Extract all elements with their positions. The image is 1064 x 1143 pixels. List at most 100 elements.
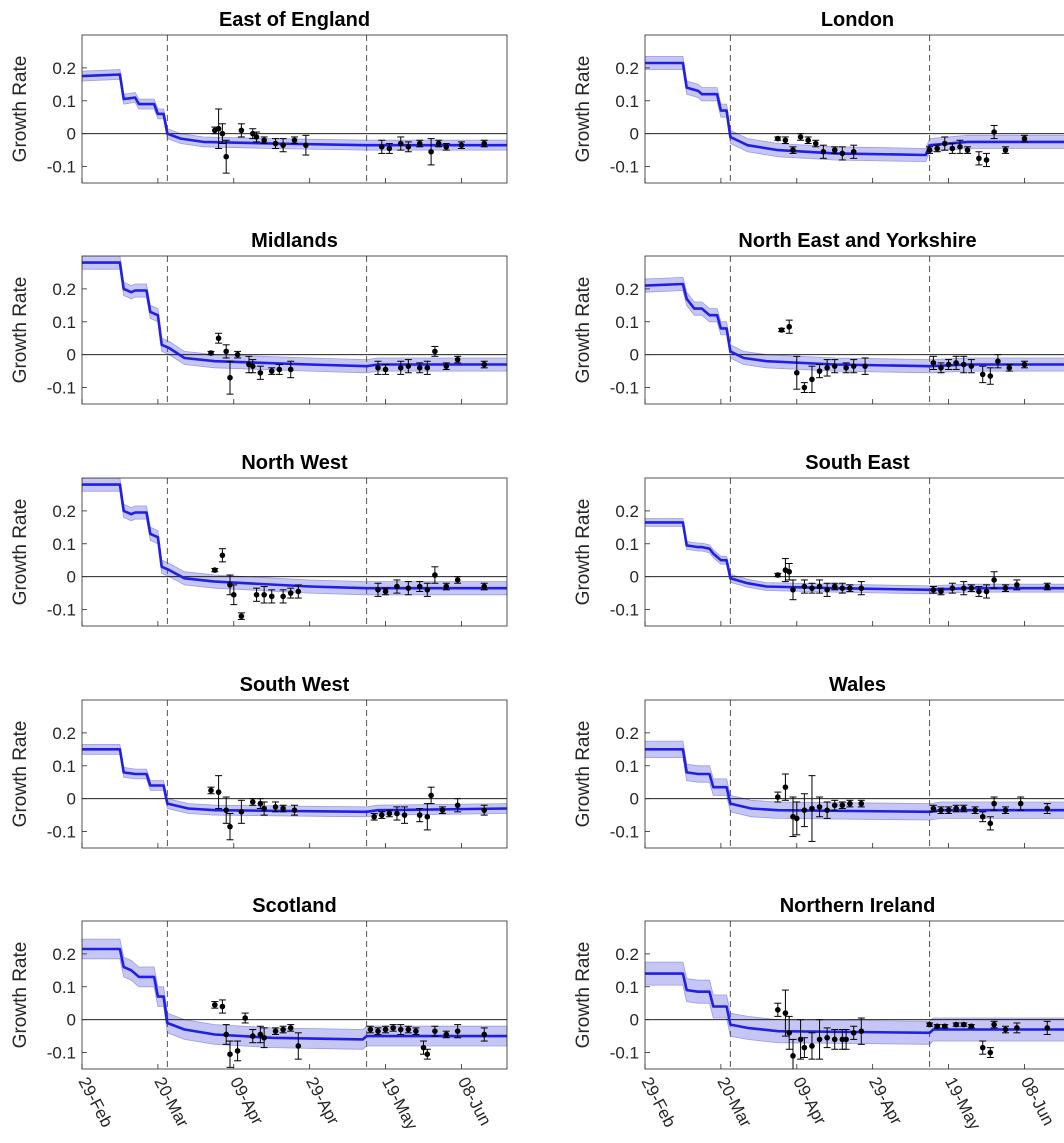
observation bbox=[416, 581, 424, 592]
observation bbox=[831, 582, 839, 591]
observation bbox=[260, 136, 268, 145]
observation-point bbox=[386, 145, 393, 152]
observation-point bbox=[1014, 1025, 1020, 1031]
panel: North West 0.2 0.1 0 -0.1 Growth Rate bbox=[10, 452, 508, 627]
y-tick-label: 0 bbox=[630, 1011, 639, 1030]
observation bbox=[994, 354, 1002, 369]
y-tick-label: 0.2 bbox=[52, 280, 76, 299]
y-axis-label: Growth Rate bbox=[10, 942, 31, 1049]
observation bbox=[800, 579, 808, 594]
observation bbox=[846, 799, 854, 808]
observation-point bbox=[287, 1025, 294, 1031]
observation bbox=[404, 141, 412, 153]
y-tick-label: 0.1 bbox=[615, 535, 639, 554]
observation bbox=[857, 799, 865, 808]
observation-point bbox=[782, 784, 789, 790]
observation-point bbox=[212, 567, 218, 573]
observation-point bbox=[375, 365, 381, 371]
observation bbox=[374, 582, 382, 597]
observation-point bbox=[272, 140, 279, 147]
observation bbox=[838, 582, 846, 594]
observation bbox=[1013, 1022, 1021, 1034]
panel-title: North East and Yorkshire bbox=[738, 230, 976, 252]
observation-point bbox=[1044, 583, 1051, 590]
observation-point bbox=[435, 140, 442, 147]
observation bbox=[785, 563, 793, 581]
panel-title: North West bbox=[241, 452, 348, 474]
observation bbox=[945, 359, 953, 370]
observation-point bbox=[227, 1051, 233, 1057]
observation bbox=[256, 365, 264, 380]
observation bbox=[454, 798, 462, 813]
observation-point bbox=[938, 365, 944, 371]
observation-point bbox=[797, 134, 804, 140]
observation-point bbox=[253, 134, 260, 140]
observation-point bbox=[987, 1049, 994, 1056]
observation-point bbox=[991, 800, 997, 807]
observation-point bbox=[261, 591, 267, 598]
observation-point bbox=[234, 1048, 241, 1054]
observation bbox=[838, 801, 846, 810]
observation bbox=[302, 134, 310, 156]
observation-point bbox=[847, 800, 853, 807]
observation bbox=[279, 1025, 287, 1034]
observation bbox=[812, 139, 820, 148]
y-tick-label: -0.1 bbox=[610, 1044, 639, 1063]
observation bbox=[480, 582, 488, 591]
observation bbox=[808, 365, 816, 393]
observation-point bbox=[949, 585, 956, 591]
x-tick-label: 29-Feb bbox=[637, 1074, 679, 1130]
observation-point bbox=[215, 789, 222, 795]
y-tick-label: -0.1 bbox=[47, 823, 76, 842]
observation-point bbox=[481, 361, 488, 368]
observation-point bbox=[983, 157, 990, 163]
observation-point bbox=[968, 585, 975, 591]
observation-point bbox=[979, 1044, 986, 1051]
observation-point bbox=[405, 1026, 412, 1033]
observation-point bbox=[839, 150, 846, 157]
observation-point bbox=[843, 1036, 849, 1043]
plot-area bbox=[645, 478, 1064, 626]
observation-point bbox=[257, 369, 264, 376]
observation-point bbox=[394, 583, 400, 590]
observation bbox=[774, 1002, 782, 1017]
observation-point bbox=[401, 812, 408, 818]
observation bbox=[785, 319, 793, 334]
observation-point bbox=[991, 1021, 997, 1028]
observation bbox=[294, 584, 302, 599]
observation-point bbox=[405, 585, 412, 591]
observation bbox=[983, 152, 991, 168]
panel: Scotland 0.2 0.1 0 -0.1 Growth Rate 29-Feb 20-M… bbox=[10, 895, 508, 1133]
observation bbox=[480, 139, 488, 148]
observation bbox=[427, 786, 435, 805]
observation bbox=[215, 108, 223, 149]
panel: Northern Ireland 0.2 0.1 0 -0.1 Growth Rate 29… bbox=[573, 895, 1064, 1133]
observation bbox=[1043, 582, 1051, 591]
observation bbox=[207, 786, 215, 795]
observation-point bbox=[858, 1028, 865, 1034]
observation bbox=[423, 582, 431, 597]
observation-point bbox=[481, 583, 488, 590]
observation-point bbox=[995, 358, 1001, 365]
y-tick-label: 0 bbox=[630, 346, 639, 365]
y-tick-label: 0.2 bbox=[52, 724, 76, 743]
observation bbox=[937, 806, 945, 814]
observation-point bbox=[775, 1007, 781, 1013]
observation bbox=[226, 360, 234, 395]
observation-point bbox=[261, 137, 267, 144]
observation bbox=[1013, 579, 1021, 591]
y-axis-label: Growth Rate bbox=[10, 721, 31, 828]
observation bbox=[781, 773, 789, 801]
observation-point bbox=[1017, 800, 1024, 807]
observation bbox=[218, 123, 226, 145]
observation bbox=[385, 143, 393, 154]
observation bbox=[774, 572, 782, 578]
plot-area bbox=[82, 478, 507, 626]
observation bbox=[778, 327, 786, 333]
observation bbox=[823, 582, 831, 597]
observation bbox=[838, 146, 846, 161]
observation bbox=[279, 589, 287, 604]
panel-title: South East bbox=[805, 452, 910, 474]
observation bbox=[990, 124, 998, 140]
observation-point bbox=[1002, 1026, 1009, 1033]
